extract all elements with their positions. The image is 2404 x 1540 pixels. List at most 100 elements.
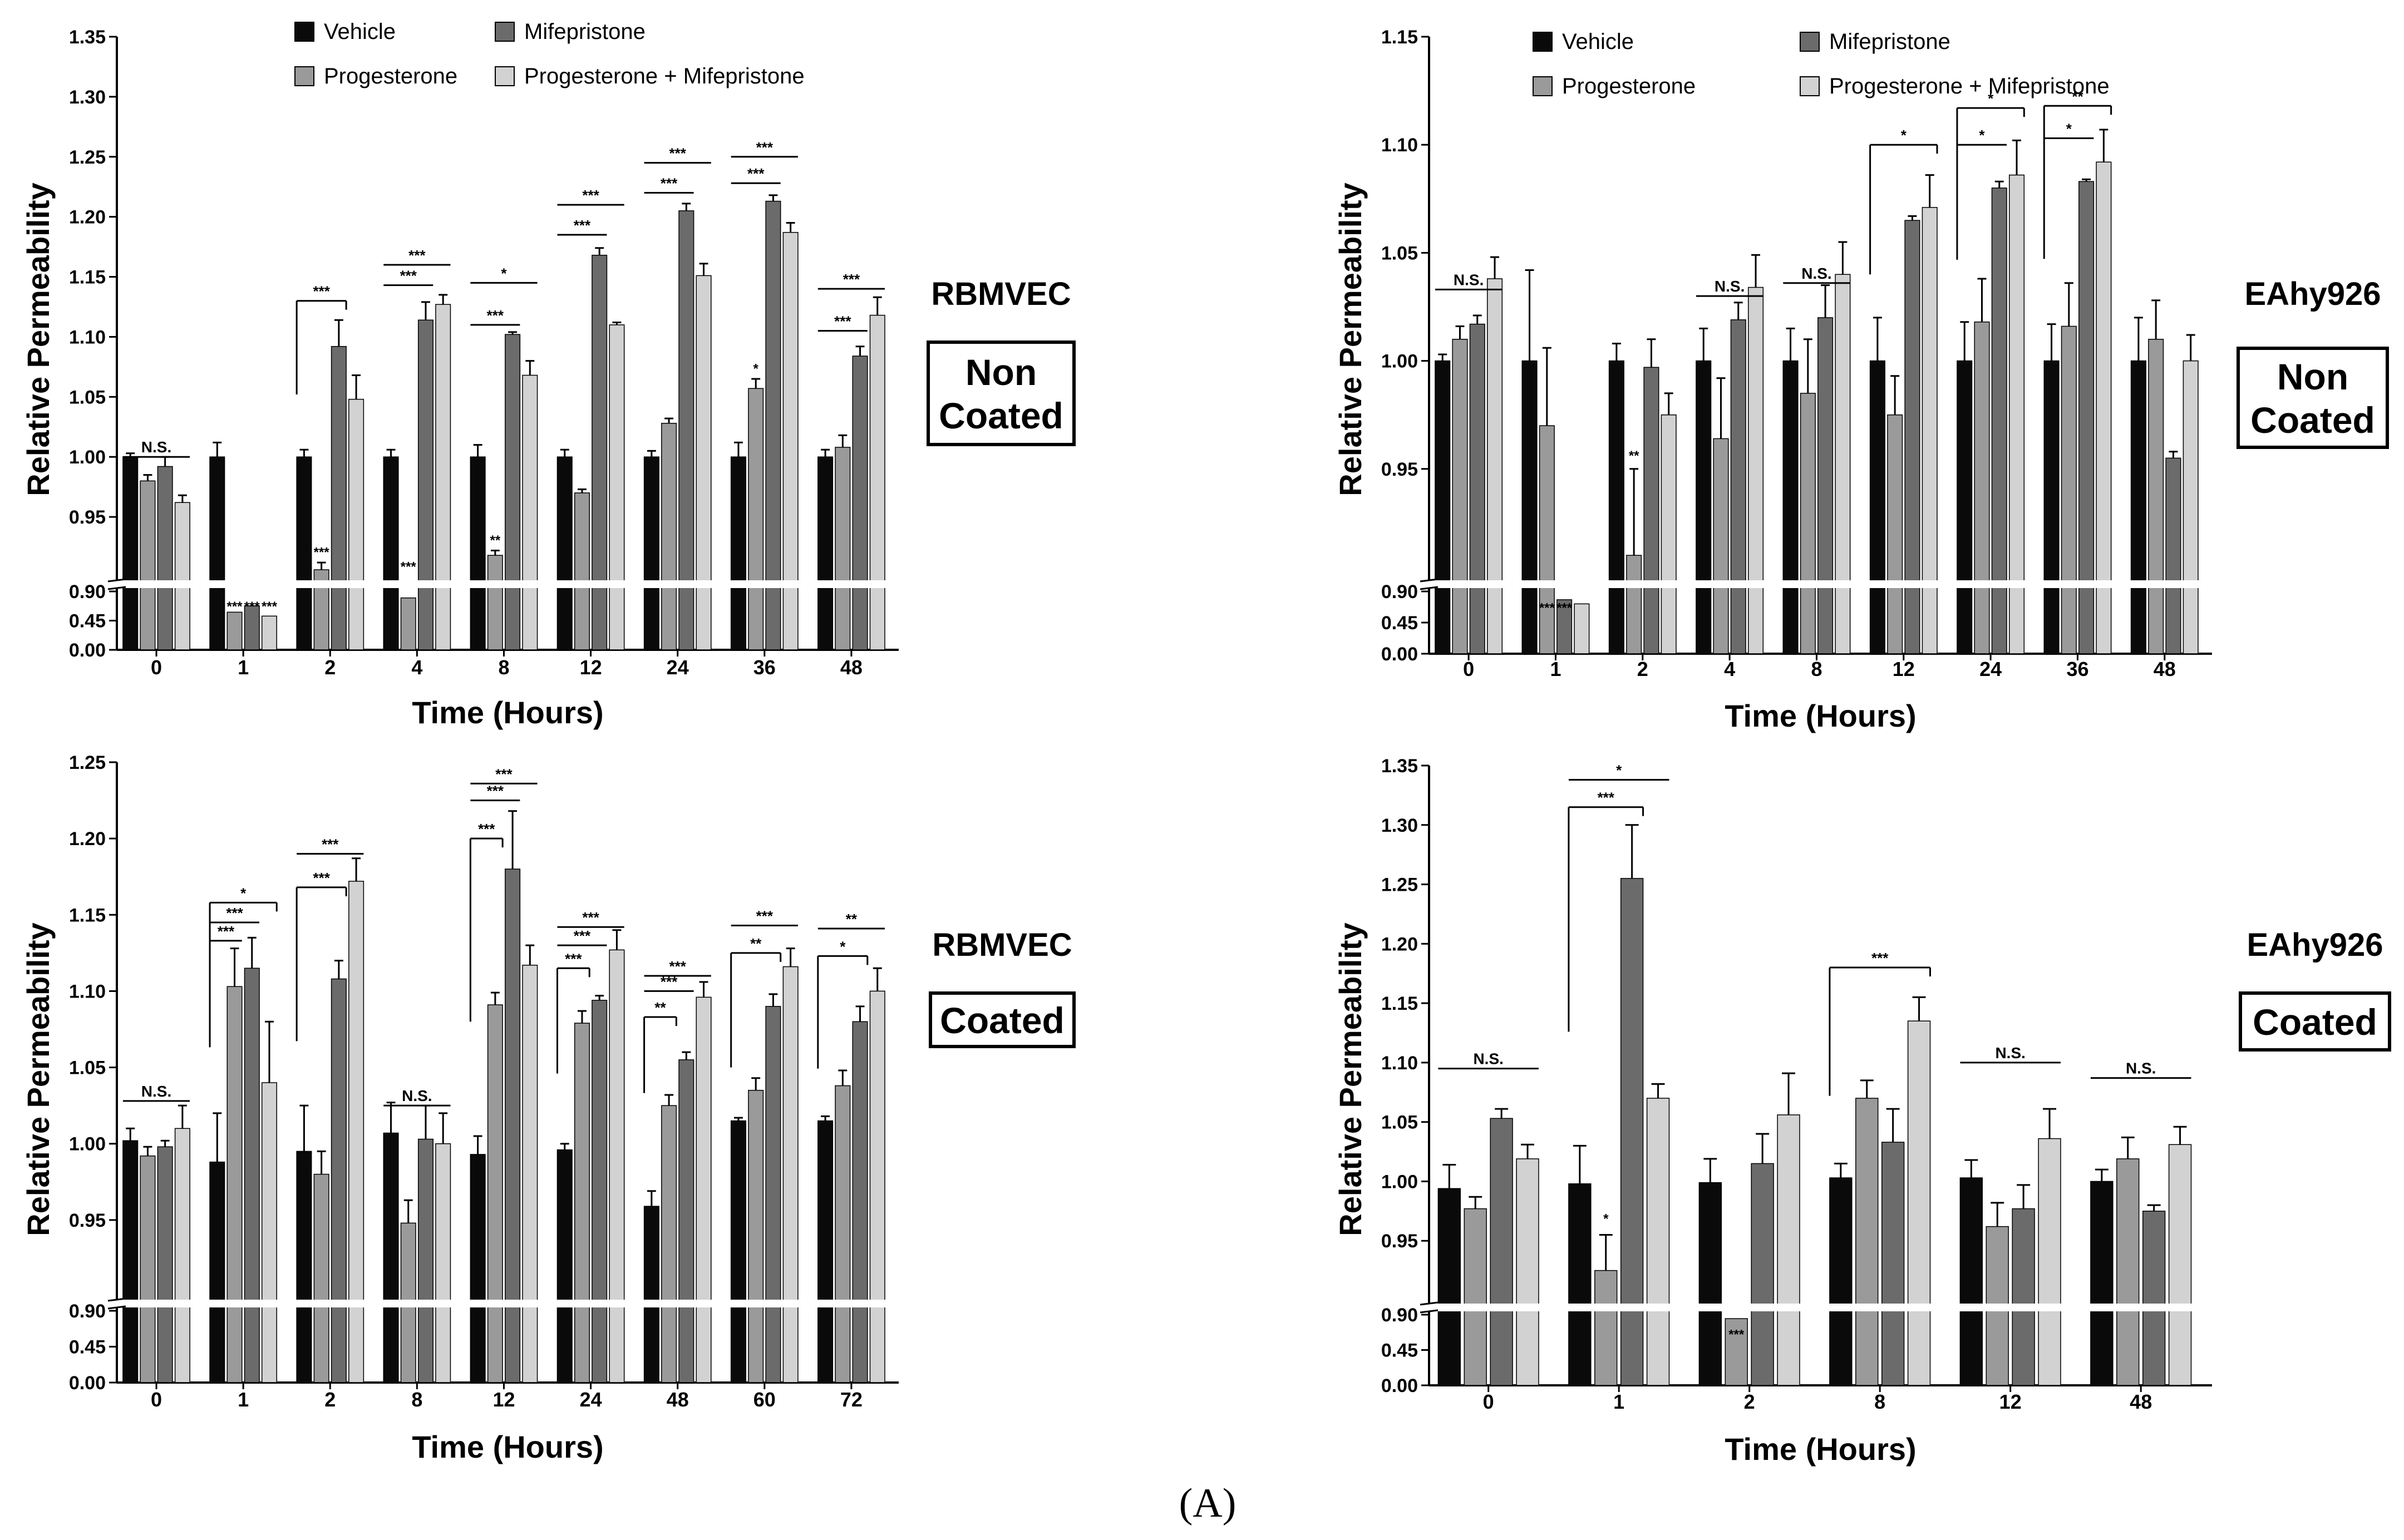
bar-progesterone-2 <box>1626 555 1642 654</box>
axis-break-mark <box>107 1297 126 1302</box>
x-tick-label: 8 <box>1811 658 1822 680</box>
bar-progesterone-24 <box>574 1023 590 1383</box>
bar-mifepristone-4 <box>1730 319 1746 654</box>
bar-vehicle-0 <box>122 1140 139 1383</box>
bar-progesterone-mifepristone-48 <box>869 314 885 650</box>
y-tick-label: 1.25 <box>69 752 106 773</box>
bar-vehicle-24 <box>643 456 659 650</box>
y-tick-label: 0.90 <box>1381 1305 1418 1326</box>
y-tick-label: 1.15 <box>1381 993 1418 1014</box>
bar-progesterone-mifepristone-8 <box>1907 1020 1931 1386</box>
significance-label: *** <box>400 268 417 284</box>
bar-mifepristone-8 <box>1881 1142 1905 1386</box>
bar-progesterone-mifepristone-2 <box>348 881 364 1383</box>
bar-progesterone-72 <box>835 1085 851 1383</box>
bar-progesterone-mifepristone-12 <box>1922 207 1938 654</box>
x-tick-label: 12 <box>1999 1390 2022 1413</box>
bar-mifepristone-1 <box>1556 599 1573 654</box>
y-tick-label: 1.10 <box>1381 1053 1418 1074</box>
significance-label: * <box>1979 127 1985 144</box>
significance-label: N.S. <box>1454 271 1484 288</box>
bar-progesterone-8 <box>1855 1098 1879 1386</box>
condition-box <box>2239 991 2391 1052</box>
bar-mifepristone-48 <box>2165 457 2181 654</box>
bar-progesterone-12 <box>487 1004 503 1383</box>
x-axis-title: Time (Hours) <box>1725 698 1916 733</box>
bar-progesterone-mifepristone-2 <box>1777 1114 1800 1386</box>
bar-progesterone-mifepristone-0 <box>1486 278 1503 654</box>
y-tick-label: 1.20 <box>69 828 106 850</box>
bar-vehicle-2 <box>296 456 312 650</box>
bar-vehicle-2 <box>296 1151 312 1383</box>
significance-label: *** <box>834 313 851 330</box>
y-tick-label: 0.45 <box>1381 1340 1418 1361</box>
y-tick-label: 1.05 <box>1381 1112 1418 1133</box>
condition-label: Coated <box>939 395 1063 436</box>
significance-label: *** <box>1539 601 1555 616</box>
bar-progesterone-mifepristone-8 <box>1835 274 1851 654</box>
bar-progesterone-mifepristone-1 <box>261 615 277 650</box>
y-tick-label: 1.25 <box>1381 875 1418 896</box>
significance-label: *** <box>487 783 504 799</box>
bar-vehicle-24 <box>556 1149 573 1383</box>
y-tick-label: 0.00 <box>1381 1375 1418 1396</box>
condition-label: Coated <box>2253 1001 2377 1043</box>
y-tick-label: 0.90 <box>69 581 106 603</box>
y-tick-label: 1.20 <box>1381 934 1418 955</box>
y-tick-label: 0.00 <box>69 1373 106 1394</box>
y-tick-label: 0.00 <box>1381 644 1418 665</box>
significance-label: *** <box>565 950 582 967</box>
bar-progesterone-mifepristone-12 <box>2038 1138 2061 1386</box>
x-tick-label: 24 <box>1979 658 2002 680</box>
significance-label: *** <box>313 283 330 300</box>
legend-label: Progesterone + Mifepristone <box>1829 74 2110 98</box>
y-tick-label: 1.05 <box>69 1058 106 1079</box>
y-tick-label: 0.45 <box>69 611 106 632</box>
bar-mifepristone-2 <box>1751 1163 1774 1386</box>
x-tick-label: 48 <box>2130 1390 2152 1413</box>
bar-vehicle-24 <box>1957 360 1973 654</box>
significance-label: *** <box>1728 1327 1745 1342</box>
bar-vehicle-60 <box>730 1120 746 1383</box>
bar-mifepristone-72 <box>852 1021 868 1383</box>
bar-progesterone-24 <box>1974 321 1990 654</box>
significance-label: *** <box>495 766 513 782</box>
bar-progesterone-mifepristone-24 <box>609 949 625 1383</box>
y-tick-label: 1.05 <box>1381 243 1418 264</box>
x-axis-title: Time (Hours) <box>412 695 603 730</box>
bar-vehicle-1 <box>1568 1183 1592 1386</box>
y-tick-label: 1.00 <box>1381 351 1418 372</box>
condition-box <box>2236 347 2389 449</box>
significance-label: *** <box>227 599 243 614</box>
x-tick-label: 72 <box>840 1388 863 1411</box>
y-tick-label: 0.90 <box>69 1301 106 1322</box>
bar-vehicle-8 <box>383 1132 399 1383</box>
y-tick-label: 1.00 <box>1381 1171 1418 1192</box>
x-tick-label: 0 <box>1463 658 1474 680</box>
bar-progesterone-12 <box>1887 414 1903 654</box>
condition-label: Coated <box>940 1000 1065 1041</box>
bar-mifepristone-12 <box>592 254 608 650</box>
bar-mifepristone-60 <box>765 1006 781 1383</box>
condition-label: Non <box>965 352 1037 393</box>
bar-progesterone-mifepristone-8 <box>522 374 538 650</box>
bar-mifepristone-1 <box>244 968 260 1383</box>
bar-mifepristone-48 <box>678 1059 694 1383</box>
significance-label: * <box>240 885 247 901</box>
condition-label: Non <box>2277 356 2348 397</box>
bar-progesterone-mifepristone-48 <box>2183 360 2199 654</box>
y-tick-label: 1.25 <box>69 147 106 168</box>
bar-mifepristone-0 <box>1469 323 1485 654</box>
x-tick-label: 2 <box>1637 658 1648 680</box>
significance-label: *** <box>1871 950 1889 966</box>
significance-label: * <box>840 938 846 955</box>
x-tick-label: 0 <box>1483 1390 1494 1413</box>
bar-progesterone-mifepristone-1 <box>261 1082 277 1383</box>
bar-mifepristone-0 <box>157 466 173 650</box>
bar-progesterone-60 <box>748 1089 764 1383</box>
axis-break-mark <box>1420 1301 1439 1306</box>
legend-label: Mifepristone <box>524 19 646 44</box>
bar-progesterone-2 <box>313 1173 329 1383</box>
significance-label: *** <box>582 909 599 926</box>
bar-mifepristone-2 <box>331 345 347 650</box>
